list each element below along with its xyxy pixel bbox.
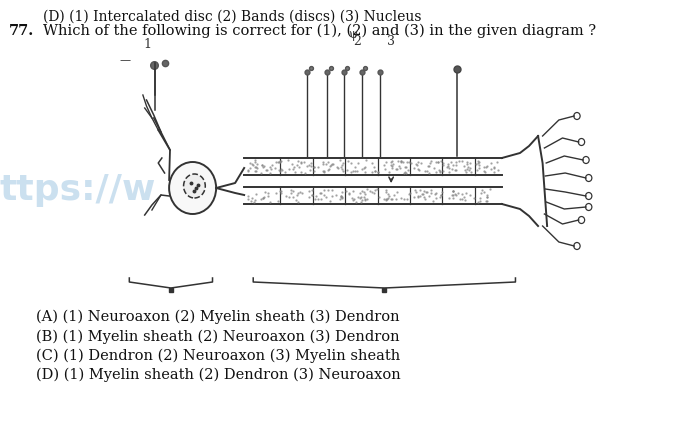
Text: ttps://w: ttps://w: [0, 173, 157, 207]
Text: 77.: 77.: [9, 24, 35, 38]
Text: —: —: [119, 55, 130, 65]
Text: (D) (1) Intercalated disc (2) Bands (discs) (3) Nucleus: (D) (1) Intercalated disc (2) Bands (dis…: [43, 10, 422, 24]
Text: Which of the following is correct for (1), (2) and (3) in the given diagram ?: Which of the following is correct for (1…: [43, 24, 597, 38]
Text: 3: 3: [386, 35, 395, 48]
Text: (B) (1) Myelin sheath (2) Neuroaxon (3) Dendron: (B) (1) Myelin sheath (2) Neuroaxon (3) …: [36, 330, 400, 344]
Text: (C) (1) Dendron (2) Neuroaxon (3) Myelin sheath: (C) (1) Dendron (2) Neuroaxon (3) Myelin…: [36, 349, 401, 363]
Text: (A) (1) Neuroaxon (2) Myelin sheath (3) Dendron: (A) (1) Neuroaxon (2) Myelin sheath (3) …: [36, 310, 400, 324]
Text: 2: 2: [353, 35, 361, 48]
Circle shape: [169, 162, 216, 214]
Text: 1: 1: [144, 38, 151, 51]
Text: ψ: ψ: [348, 28, 357, 41]
Circle shape: [184, 174, 205, 198]
Text: (D) (1) Myelin sheath (2) Dendron (3) Neuroaxon: (D) (1) Myelin sheath (2) Dendron (3) Ne…: [36, 368, 401, 383]
